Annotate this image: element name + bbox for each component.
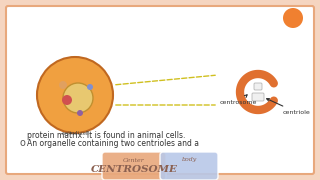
Circle shape — [87, 84, 93, 90]
Text: body: body — [181, 158, 196, 163]
Circle shape — [283, 8, 303, 28]
Circle shape — [62, 95, 72, 105]
Text: CENTROSOME: CENTROSOME — [91, 165, 177, 174]
Text: o: o — [19, 138, 25, 148]
FancyBboxPatch shape — [160, 152, 218, 180]
Text: centrosome: centrosome — [220, 95, 257, 105]
Circle shape — [37, 57, 113, 133]
Text: An organelle containing two centrioles and a: An organelle containing two centrioles a… — [27, 138, 199, 147]
Circle shape — [77, 110, 83, 116]
Circle shape — [59, 81, 67, 89]
Text: animal cell: animal cell — [62, 131, 88, 136]
Text: Center: Center — [123, 158, 145, 163]
FancyBboxPatch shape — [6, 6, 314, 174]
FancyBboxPatch shape — [102, 152, 166, 180]
Text: centriole: centriole — [267, 99, 311, 115]
Circle shape — [63, 83, 93, 113]
FancyBboxPatch shape — [252, 93, 264, 101]
Text: protein matrix. It is found in animal cells.: protein matrix. It is found in animal ce… — [27, 132, 185, 141]
FancyBboxPatch shape — [254, 83, 262, 90]
